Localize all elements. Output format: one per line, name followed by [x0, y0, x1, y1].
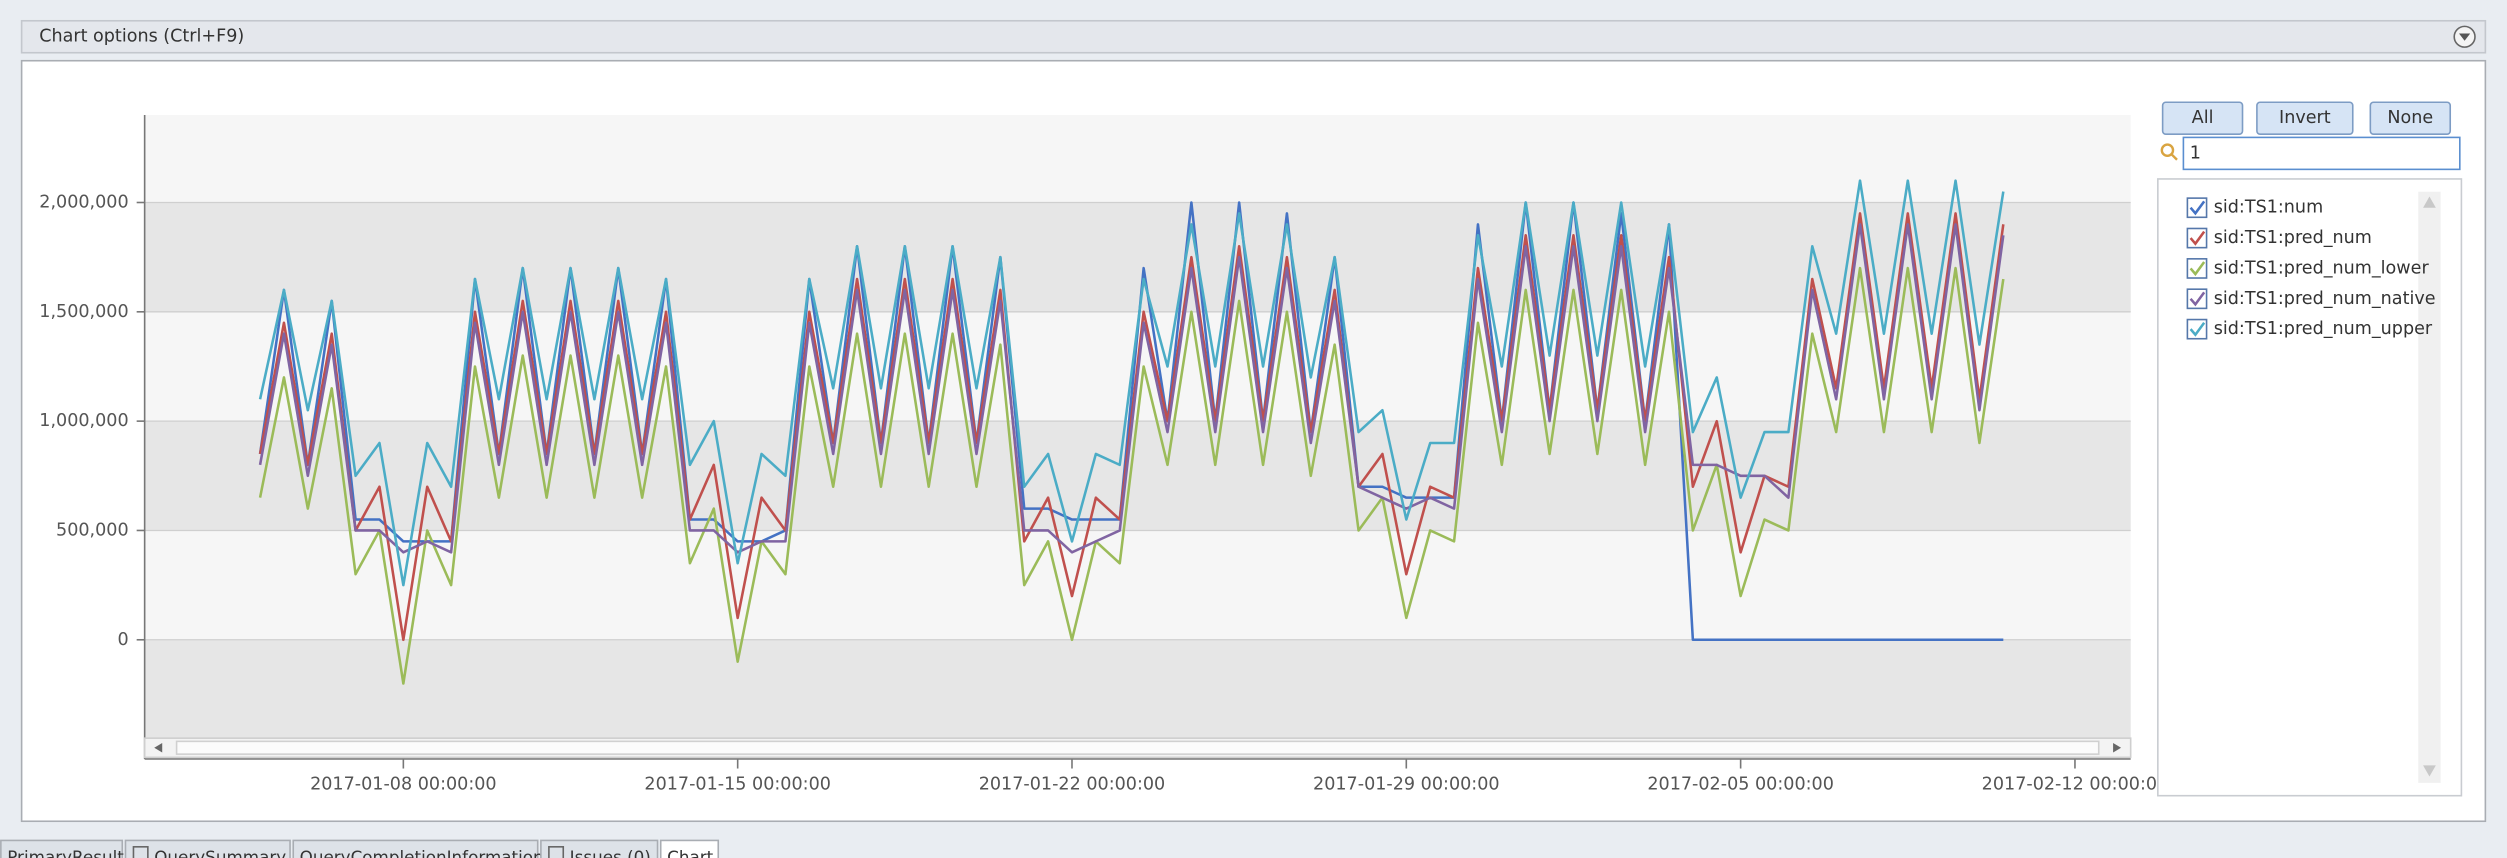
tab-icon [132, 846, 149, 858]
tab-bar: PrimaryResult QuerySummary QueryCompletion… [0, 839, 720, 858]
legend: sid:TS1:num sid:TS1:pred_num sid:TS1:pred_… [2186, 197, 2436, 340]
x-tick-label: 2017-01-08 00:00:00 [310, 775, 497, 795]
x-tick-label: 2017-02-12 00:00:00 [1982, 775, 2169, 795]
tab[interactable] [0, 839, 124, 858]
button-label: All [2192, 108, 2214, 128]
legend-label: sid:TS1:num [2214, 198, 2323, 218]
y-tick-label: 500,000 [56, 520, 129, 540]
series-line [258, 179, 2005, 587]
list-scroll-up[interactable] [2423, 196, 2436, 208]
search-icon-handle [2170, 153, 2178, 161]
tab[interactable] [292, 839, 539, 858]
y-tick-label: 0 [117, 630, 128, 650]
legend-label: sid:TS1:pred_num_native [2214, 289, 2436, 309]
tab-icon [548, 846, 565, 858]
legend-check [2189, 321, 2206, 337]
button-invert[interactable] [2256, 101, 2354, 136]
x-tick-label: 2017-01-22 00:00:00 [979, 775, 1166, 795]
grid-band [144, 639, 2131, 739]
y-tick-label: 2,000,000 [39, 192, 128, 212]
legend-label: sid:TS1:pred_num_lower [2214, 258, 2430, 278]
scroll-right[interactable] [2113, 742, 2122, 753]
search-text: 1 [2190, 143, 2201, 163]
legend-check [2189, 230, 2206, 246]
tab[interactable] [124, 839, 291, 858]
button-label: None [2387, 108, 2433, 128]
tab[interactable] [659, 839, 720, 858]
legend-check [2189, 291, 2206, 307]
legend-check [2189, 200, 2206, 216]
series-line [258, 223, 2005, 554]
search-box[interactable] [2182, 136, 2461, 171]
x-tick-label: 2017-01-29 00:00:00 [1313, 775, 1500, 795]
x-tick-label: 2017-01-15 00:00:00 [644, 775, 831, 795]
tab[interactable] [540, 839, 659, 858]
legend-label: sid:TS1:pred_num_upper [2214, 319, 2433, 339]
grid-band [144, 421, 2131, 531]
search-icon [2160, 143, 2175, 157]
y-tick-label: 1,500,000 [39, 302, 128, 322]
y-tick-label: 1,000,000 [39, 411, 128, 431]
tab-label: Issues (0) [570, 847, 651, 858]
button-label: Invert [2279, 108, 2331, 128]
button-none[interactable] [2369, 101, 2452, 136]
button-all[interactable] [2161, 101, 2244, 136]
series-line [258, 266, 2005, 685]
tab-label: QueryCompletionInformation [300, 847, 544, 858]
list-scrollbar[interactable] [2418, 191, 2441, 783]
grid-band [144, 202, 2131, 312]
list-scroll-down[interactable] [2423, 765, 2436, 777]
x-tick-label: 2017-02-05 00:00:00 [1647, 775, 1834, 795]
options-title: Chart options (Ctrl+F9) [39, 27, 244, 47]
button-group: All Invert None [2161, 101, 2452, 136]
plot: 0 500,000 1,000,000 1,500,000 2,000,000 2017-… [39, 115, 2169, 795]
legend-check [2189, 261, 2206, 277]
tab-label: PrimaryResult [7, 847, 124, 858]
legend-label: sid:TS1:pred_num [2214, 228, 2372, 248]
collapse-icon [2459, 33, 2471, 41]
series-list [2157, 178, 2463, 797]
tab-label: QuerySummary [154, 847, 286, 858]
scroll-left[interactable] [154, 742, 163, 753]
options-header[interactable] [20, 19, 2487, 54]
tab-label: Chart [667, 847, 713, 858]
x-scroll-thumb[interactable] [175, 740, 2100, 755]
